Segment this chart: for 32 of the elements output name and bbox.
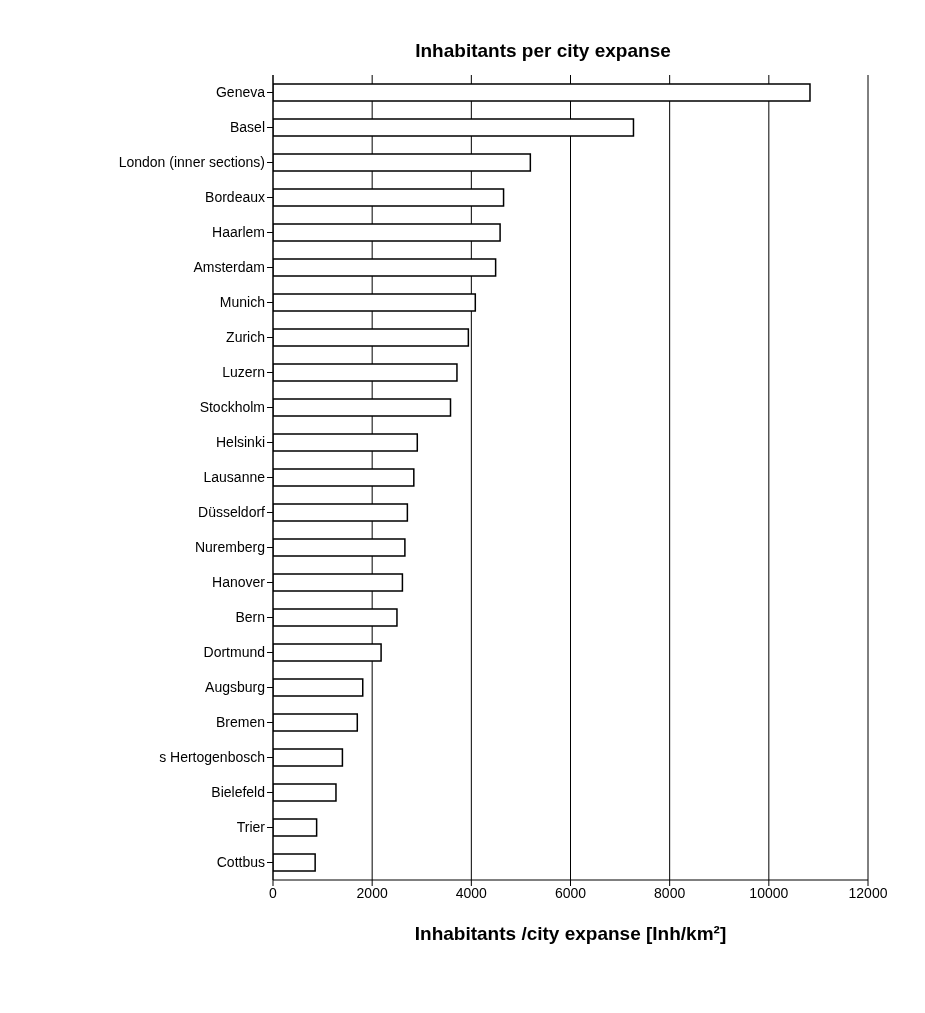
chart-title: Inhabitants per city expanse [414, 39, 672, 63]
x-tick-label: 10000 [749, 884, 789, 901]
y-tick-label: Lausanne [203, 469, 266, 486]
x-axis-title: Inhabitants /city expanse [Inh/km²] [414, 923, 727, 944]
x-tick-label: 8000 [654, 884, 686, 901]
y-tick-label: Hanover [212, 574, 266, 591]
y-tick-label: Bordeaux [205, 189, 265, 206]
y-tick-label: Düsseldorf [198, 504, 266, 521]
y-tick-label: Dortmund [203, 644, 265, 661]
y-tick-label: Helsinki [215, 434, 265, 451]
x-tick-label: 2000 [356, 884, 388, 901]
x-tick-label: 6000 [554, 884, 587, 901]
y-tick-label: Nuremberg [194, 539, 265, 556]
y-tick-label: Augsburg [205, 679, 265, 696]
y-tick-label: Luzern [222, 364, 265, 381]
y-tick-label: Geneva [215, 84, 266, 101]
x-tick-label: 12000 [848, 884, 888, 901]
y-tick-label: Munich [219, 294, 265, 311]
x-tick-label: 4000 [455, 884, 488, 901]
y-tick-label: Amsterdam [193, 259, 265, 276]
y-tick-label: Stockholm [199, 399, 265, 416]
y-tick-label: Bremen [215, 714, 265, 731]
y-tick-label: Bielefeld [211, 784, 265, 801]
x-tick-label: 0 [269, 884, 278, 901]
y-tick-label: Zurich [226, 329, 265, 346]
y-tick-label: Bern [235, 609, 265, 626]
y-tick-label: Basel [229, 119, 265, 136]
y-tick-label: s Hertogenbosch [159, 749, 265, 766]
y-tick-label: London (inner sections) [118, 154, 265, 171]
y-tick-label: Trier [236, 819, 266, 836]
y-tick-label: Haarlem [212, 224, 265, 241]
y-tick-label: Cottbus [216, 854, 265, 871]
